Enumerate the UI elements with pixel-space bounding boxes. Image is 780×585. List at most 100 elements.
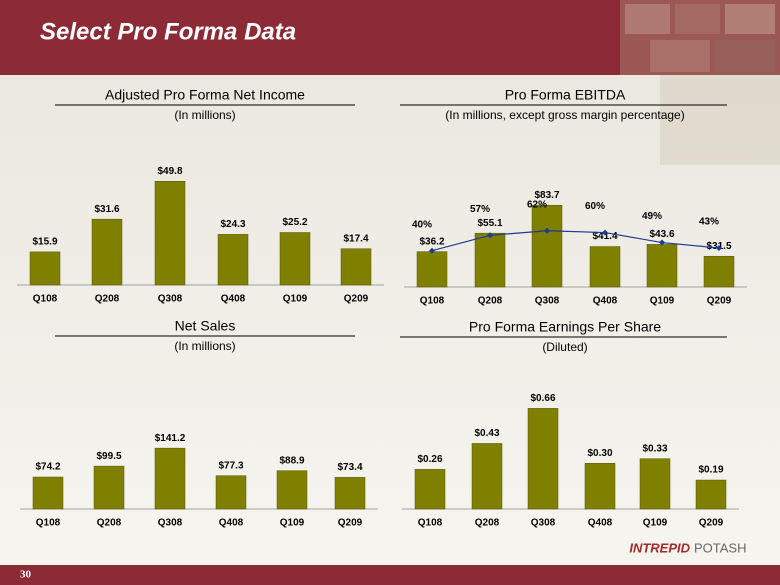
x-tick-label: Q408: [593, 296, 618, 307]
value-label: $88.9: [279, 455, 304, 466]
value-label: $83.7: [534, 190, 559, 201]
bar: [703, 255, 735, 288]
x-tick-label: Q408: [588, 518, 613, 529]
value-label: $0.26: [417, 454, 442, 465]
value-label: 57%: [470, 204, 490, 215]
x-tick-label: Q208: [97, 518, 122, 529]
value-label: $36.2: [419, 236, 444, 247]
value-label: 60%: [585, 201, 605, 212]
value-label: $24.3: [220, 219, 245, 230]
x-tick-label: Q109: [643, 518, 668, 529]
value-label: $77.3: [218, 460, 243, 471]
bar: [279, 232, 311, 286]
value-label: $15.9: [32, 237, 57, 248]
bar: [589, 246, 621, 288]
value-label: $31.6: [94, 204, 119, 215]
line-marker: [429, 247, 435, 254]
chart-title: Adjusted Pro Forma Net Income: [105, 87, 305, 103]
value-label: $0.43: [474, 428, 499, 439]
value-label: $74.2: [35, 462, 60, 473]
value-label: $0.30: [587, 448, 612, 459]
bar: [91, 218, 123, 286]
bar: [217, 234, 249, 286]
value-label: $73.4: [337, 462, 362, 473]
x-tick-label: Q408: [221, 294, 246, 305]
value-label: 40%: [412, 219, 432, 230]
x-tick-label: Q109: [283, 294, 308, 305]
bar: [334, 477, 366, 510]
bar: [474, 232, 506, 288]
logo-word: POTASH: [694, 540, 747, 555]
slide-title: Select Pro Forma Data: [40, 18, 296, 45]
line-marker: [544, 227, 550, 234]
value-label: $25.2: [282, 217, 307, 228]
x-tick-label: Q108: [420, 296, 445, 307]
bar: [32, 476, 64, 510]
footer-band: [0, 565, 780, 585]
x-tick-label: Q108: [33, 294, 58, 305]
page-number: 30: [20, 569, 32, 581]
products-image: [660, 75, 780, 165]
value-label: $41.4: [592, 231, 617, 242]
line-marker: [602, 229, 608, 236]
chart-title: Pro Forma EBITDA: [505, 87, 626, 103]
value-label: 62%: [527, 199, 547, 210]
x-tick-label: Q308: [158, 518, 183, 529]
bar: [29, 251, 61, 286]
x-tick-label: Q108: [36, 518, 61, 529]
x-tick-label: Q208: [478, 296, 503, 307]
line-marker: [716, 244, 722, 251]
bar: [527, 408, 559, 510]
line-marker: [487, 232, 493, 239]
x-tick-label: Q408: [219, 518, 244, 529]
bar: [154, 181, 186, 286]
x-tick-label: Q109: [650, 296, 675, 307]
chart-subtitle: (In millions): [174, 108, 235, 122]
header-collage: [620, 0, 780, 75]
x-tick-label: Q208: [95, 294, 120, 305]
x-tick-label: Q209: [344, 294, 369, 305]
x-tick-label: Q209: [338, 518, 363, 529]
x-tick-label: Q109: [280, 518, 305, 529]
bar: [531, 204, 563, 288]
bar: [695, 479, 727, 510]
x-tick-label: Q308: [535, 296, 560, 307]
x-tick-label: Q308: [158, 294, 183, 305]
x-tick-label: Q209: [707, 296, 732, 307]
x-tick-label: Q209: [699, 518, 724, 529]
bar: [276, 470, 308, 510]
value-label: $43.6: [649, 229, 674, 240]
bar: [584, 463, 616, 510]
value-label: $0.66: [530, 393, 555, 404]
value-label: 49%: [642, 211, 662, 222]
line-marker: [659, 239, 665, 246]
chart-title: Net Sales: [175, 318, 236, 334]
bar: [414, 469, 446, 510]
margin-line: [431, 230, 720, 252]
bar: [154, 447, 186, 510]
value-label: $17.4: [343, 233, 368, 244]
value-label: 43%: [699, 217, 719, 228]
bar: [215, 475, 247, 510]
bar: [471, 443, 503, 510]
bar: [639, 458, 671, 510]
bar: [646, 244, 678, 288]
x-tick-label: Q308: [531, 518, 556, 529]
chart-subtitle: (Diluted): [542, 340, 587, 354]
value-label: $55.1: [477, 218, 502, 229]
value-label: $49.8: [157, 166, 182, 177]
chart-subtitle: (In millions, except gross margin percen…: [445, 108, 684, 122]
value-label: $0.33: [642, 443, 667, 454]
value-label: $141.2: [155, 433, 186, 444]
chart-subtitle: (In millions): [174, 339, 235, 353]
x-tick-label: Q208: [475, 518, 500, 529]
bar: [93, 465, 125, 510]
bar: [416, 251, 448, 288]
value-label: $0.19: [698, 465, 723, 476]
x-tick-label: Q108: [418, 518, 443, 529]
logo-word: INTREPID: [629, 540, 690, 555]
bar: [340, 248, 372, 286]
value-label: $99.5: [96, 451, 121, 462]
chart-title: Pro Forma Earnings Per Share: [469, 319, 661, 335]
